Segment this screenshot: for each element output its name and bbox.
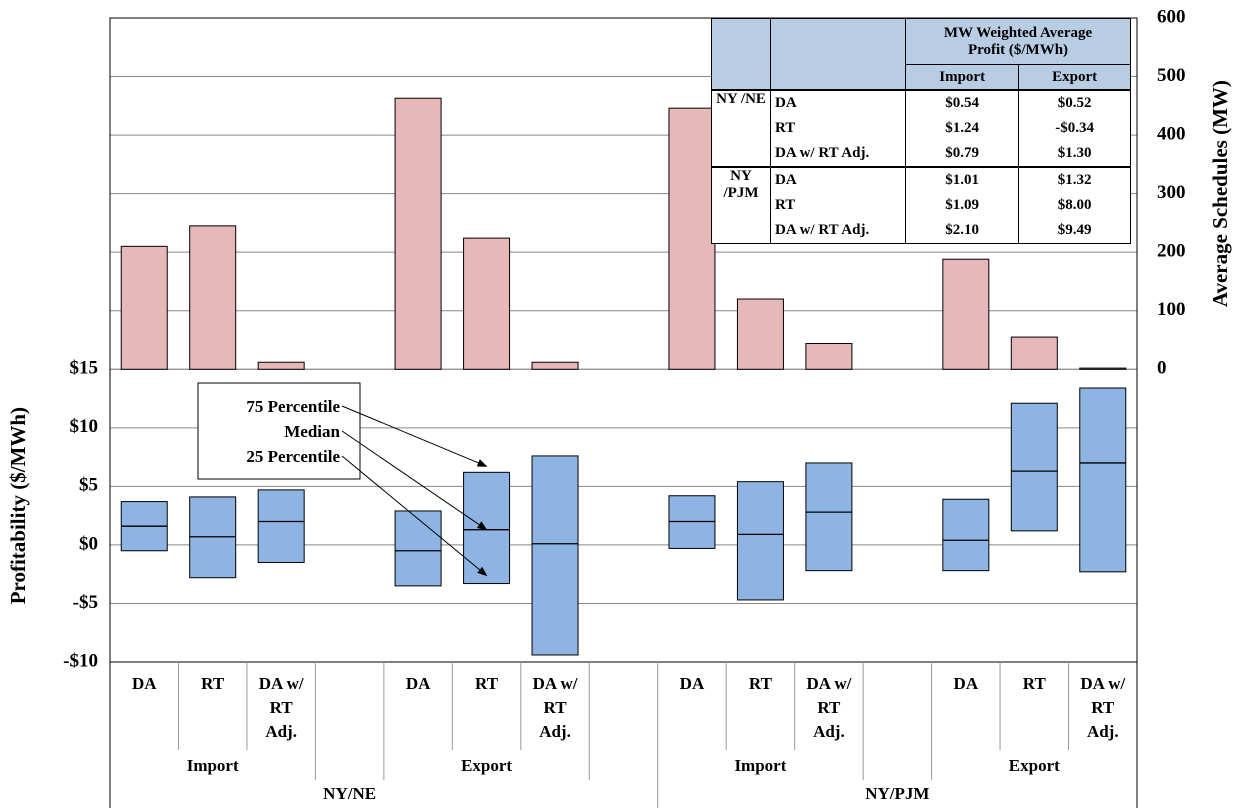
y2-axis-title: Average Schedules (MW) [1208, 80, 1232, 307]
x-tick-label: DA w/ RT Adj. [532, 674, 578, 741]
x-tick-label: DA w/ RT Adj. [258, 674, 304, 741]
table-value: $1.01 [904, 166, 1020, 193]
schedule-bar [189, 225, 237, 370]
schedule-bar [463, 237, 511, 370]
x-tick-label: DA [679, 674, 705, 693]
schedule-bar [1010, 336, 1058, 370]
x-tick-label: DA [405, 674, 431, 693]
schedule-bar [1079, 367, 1127, 370]
x-group-label: Import [734, 756, 787, 775]
y2-tick-label: 600 [1157, 6, 1186, 27]
table-row: MW Weighted Average Profit ($/MWh) [711, 18, 1131, 91]
x-supergroup-label: NY/PJM [865, 784, 930, 803]
table-value: $1.09 [904, 193, 1020, 218]
table-row: DA w/ RT Adj. $0.79 $1.30 [712, 141, 1131, 168]
y2-tick-label: 100 [1157, 299, 1186, 320]
percentile-box [394, 510, 442, 587]
y-tick-label: -$10 [63, 650, 98, 671]
y2-tick-label: 400 [1157, 123, 1186, 144]
x-tick-label: RT [475, 674, 499, 693]
schedule-bar [120, 245, 168, 370]
y2-tick-label: 500 [1157, 65, 1186, 86]
schedule-bar [668, 107, 716, 370]
y-tick-label: -$5 [73, 592, 98, 613]
table-row: RT $1.24 -$0.34 [712, 116, 1131, 141]
column-header: Export [1018, 64, 1131, 91]
table-value: $0.79 [904, 141, 1020, 168]
schedule-bar [805, 343, 853, 370]
y-tick-label: $10 [70, 416, 99, 437]
table-value: -$0.34 [1018, 116, 1131, 141]
annotation-box [197, 382, 361, 480]
x-tick-label: DA [131, 674, 157, 693]
row-label: DA [770, 166, 906, 193]
y2-tick-label: 200 [1157, 241, 1186, 262]
y-axis-title: Profitability ($/MWh) [6, 407, 30, 604]
percentile-box [1079, 387, 1127, 573]
percentile-box [942, 498, 990, 572]
schedule-bar [942, 258, 990, 370]
annotation-label: 75 Percentile [246, 397, 340, 416]
schedule-bar [736, 298, 784, 370]
table-row: Import Export [712, 64, 1131, 91]
x-supergroup-label: NY/NE [323, 784, 377, 803]
y-tick-label: $0 [79, 533, 98, 554]
table-corner [711, 18, 771, 91]
table-value: $1.30 [1018, 141, 1131, 168]
group-name: NY /NE [711, 89, 771, 168]
schedule-bar [531, 361, 579, 370]
table-row: NY /PJM DA $1.01 $1.32 [711, 166, 1131, 244]
table-value: $1.32 [1018, 166, 1131, 193]
x-group-label: Export [461, 756, 513, 775]
table-value: $0.52 [1018, 89, 1131, 116]
table-row: DA w/ RT Adj. $2.10 $9.49 [712, 218, 1131, 244]
x-group-label: Export [1008, 756, 1060, 775]
table-value: $8.00 [1018, 193, 1131, 218]
x-group-label: Import [186, 756, 239, 775]
percentile-box [257, 489, 305, 563]
y-tick-label: $5 [79, 475, 98, 496]
schedule-bar [257, 361, 305, 370]
table-value: $0.54 [904, 89, 1020, 116]
annotation-arrow [341, 455, 488, 577]
table-value: $9.49 [1018, 218, 1131, 244]
x-tick-label: RT [748, 674, 772, 693]
annotation-arrow [341, 405, 488, 467]
table-value: $2.10 [904, 218, 1020, 244]
y-tick-label: $15 [70, 358, 99, 379]
x-tick-label: RT [1022, 674, 1046, 693]
table-corner [770, 18, 906, 91]
y2-tick-label: 300 [1157, 182, 1186, 203]
y2-tick-label: 0 [1157, 358, 1167, 379]
percentile-box [736, 481, 784, 601]
annotation-arrow [341, 430, 488, 531]
table-value: $1.24 [904, 116, 1020, 141]
row-label: DA [770, 89, 906, 116]
row-label: RT [770, 193, 906, 218]
x-tick-label: RT [201, 674, 225, 693]
percentile-box [805, 462, 853, 572]
annotation-label: Median [284, 422, 340, 441]
row-label: DA w/ RT Adj. [770, 218, 906, 244]
group-name: NY /PJM [711, 166, 771, 244]
table-header: MW Weighted Average Profit ($/MWh) [905, 18, 1131, 65]
row-label: RT [770, 116, 906, 141]
percentile-box [531, 455, 579, 656]
percentile-box [463, 471, 511, 585]
column-header: Import [904, 64, 1020, 91]
x-tick-label: DA w/ RT Adj. [1080, 674, 1126, 741]
percentile-box [1010, 402, 1058, 532]
annotation-label: 25 Percentile [246, 447, 340, 466]
schedule-bar [394, 97, 442, 370]
x-tick-label: DA [953, 674, 979, 693]
row-label: DA w/ RT Adj. [770, 141, 906, 168]
plot-frame [109, 17, 1138, 663]
profit-table: MW Weighted Average Profit ($/MWh) Import… [711, 18, 1131, 244]
table-row: NY /NE DA $0.54 $0.52 [711, 89, 1131, 168]
x-tick-label: DA w/ RT Adj. [806, 674, 852, 741]
table-row: RT $1.09 $8.00 [712, 193, 1131, 218]
